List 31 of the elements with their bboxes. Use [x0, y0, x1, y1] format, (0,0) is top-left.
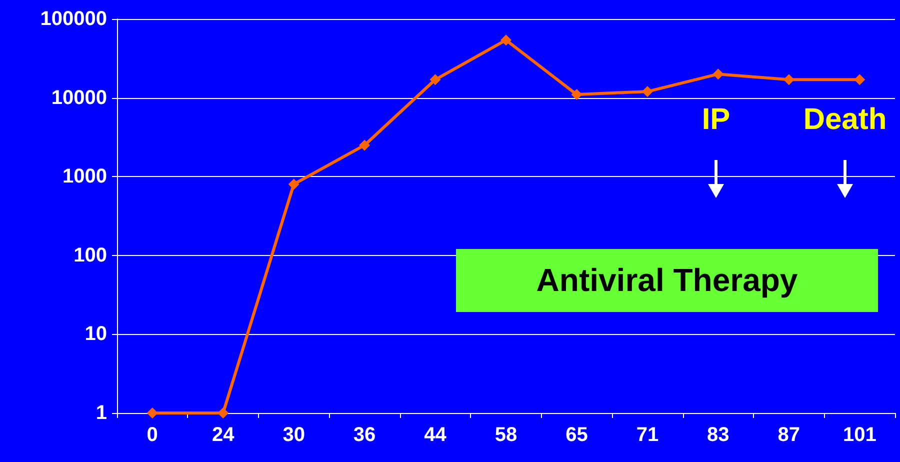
x-tick-label: 24 — [212, 424, 236, 446]
x-tick-label: 36 — [353, 424, 376, 446]
text-box: Antiviral Therapy — [456, 249, 878, 312]
x-tick-label: 44 — [424, 424, 448, 446]
x-tick-label: 0 — [146, 424, 158, 446]
x-tick-label: 83 — [707, 424, 730, 446]
annotation: IP — [700, 102, 732, 138]
x-tick-label: 30 — [282, 424, 305, 446]
x-tick-label: 58 — [494, 424, 518, 446]
x-tick-label: 101 — [842, 424, 876, 446]
point — [783, 74, 794, 86]
y-tick-label: 1000 — [62, 166, 107, 188]
point — [712, 68, 724, 80]
y-tick-label: 100 — [74, 244, 107, 266]
point — [288, 178, 300, 190]
y-tick-label: 1 — [96, 402, 107, 424]
x-tick-label: 87 — [778, 424, 800, 446]
point — [218, 408, 229, 418]
x-tick-label: 65 — [566, 424, 588, 446]
x-tick-label: 71 — [636, 424, 659, 446]
point — [146, 408, 158, 418]
y-tick-label: 10 — [84, 323, 107, 346]
y-tick-label: 100000 — [40, 8, 107, 30]
point — [500, 34, 512, 46]
point — [430, 74, 441, 86]
annotation: Death — [802, 102, 888, 138]
y-tick-label: 10000 — [51, 86, 107, 109]
point — [642, 86, 653, 98]
point — [571, 89, 582, 100]
point — [854, 74, 866, 86]
point — [359, 140, 370, 151]
